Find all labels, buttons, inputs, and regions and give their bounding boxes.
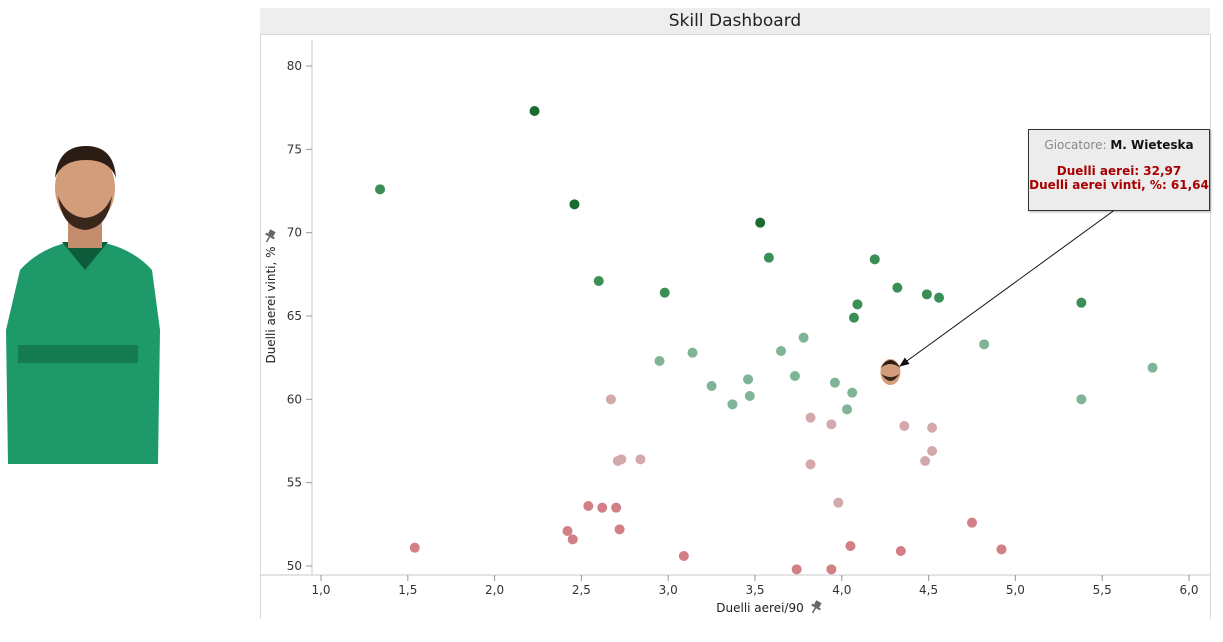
- y-tick-label: 80: [287, 59, 302, 73]
- data-point[interactable]: [678, 551, 689, 561]
- data-point[interactable]: [605, 394, 616, 405]
- data-point[interactable]: [829, 377, 840, 388]
- x-tick-label: 5,5: [1093, 583, 1112, 597]
- dashboard-title: Skill Dashboard: [260, 8, 1210, 35]
- data-point[interactable]: [529, 106, 540, 116]
- player-face: [55, 150, 115, 226]
- data-point[interactable]: [659, 287, 670, 298]
- y-axis-pin-icon[interactable]: [262, 228, 277, 244]
- data-point[interactable]: [920, 456, 931, 466]
- x-tick-label: 5,0: [1006, 583, 1025, 597]
- data-point[interactable]: [763, 252, 774, 263]
- data-point[interactable]: [744, 391, 755, 401]
- data-point[interactable]: [899, 421, 910, 431]
- x-tick-label: 4,0: [832, 583, 851, 597]
- data-point[interactable]: [375, 184, 386, 195]
- data-point[interactable]: [826, 564, 837, 575]
- data-point[interactable]: [616, 454, 627, 465]
- data-point[interactable]: [842, 404, 853, 415]
- data-point[interactable]: [805, 412, 816, 423]
- y-tick-label: 50: [287, 559, 302, 573]
- y-tick-label: 70: [287, 226, 302, 240]
- y-tick-label: 60: [287, 392, 302, 406]
- data-point[interactable]: [805, 459, 816, 470]
- data-point[interactable]: [927, 422, 938, 433]
- data-point[interactable]: [597, 502, 608, 513]
- data-point[interactable]: [687, 347, 698, 358]
- data-point[interactable]: [614, 524, 625, 535]
- frame-right-border: [1210, 34, 1211, 619]
- data-point[interactable]: [847, 387, 858, 398]
- tooltip-player-line: Giocatore: M. Wieteska: [1029, 138, 1209, 152]
- player-beard: [58, 196, 112, 230]
- data-point[interactable]: [727, 399, 738, 410]
- tooltip-duels-won: Duelli aerei vinti, %: 61,64: [1029, 178, 1209, 192]
- data-point[interactable]: [921, 289, 932, 300]
- data-point[interactable]: [593, 276, 604, 286]
- data-point[interactable]: [852, 299, 863, 310]
- data-point[interactable]: [927, 446, 938, 456]
- x-tick-label: 2,5: [572, 583, 591, 597]
- data-point[interactable]: [869, 254, 880, 265]
- player-sponsor-band: [18, 345, 138, 363]
- data-point[interactable]: [706, 381, 717, 391]
- x-axis-pin-icon[interactable]: [808, 599, 823, 615]
- x-tick-label: 4,5: [919, 583, 938, 597]
- data-point[interactable]: [776, 346, 787, 356]
- data-point[interactable]: [892, 282, 903, 293]
- data-point[interactable]: [967, 517, 977, 528]
- data-point[interactable]: [1147, 362, 1158, 373]
- data-point[interactable]: [755, 217, 766, 228]
- data-point[interactable]: [798, 332, 809, 343]
- x-tick-label: 1,5: [398, 583, 417, 597]
- data-point[interactable]: [791, 564, 802, 575]
- y-tick-label: 55: [287, 476, 302, 490]
- data-point[interactable]: [743, 374, 754, 385]
- data-point[interactable]: [833, 497, 844, 508]
- y-axis-label: Duelli aerei vinti, %: [264, 246, 278, 363]
- data-point[interactable]: [789, 371, 800, 381]
- data-point[interactable]: [895, 546, 906, 556]
- player-collar: [62, 242, 108, 270]
- tooltip-player-label: Giocatore:: [1044, 138, 1111, 152]
- data-point[interactable]: [567, 534, 578, 545]
- data-point[interactable]: [611, 502, 622, 513]
- data-point[interactable]: [1076, 297, 1087, 308]
- y-tick-label: 65: [287, 309, 302, 323]
- marker-hair: [880, 360, 901, 368]
- data-point[interactable]: [569, 199, 580, 210]
- marker-beard: [881, 374, 900, 381]
- player-hair: [55, 146, 116, 178]
- data-point[interactable]: [562, 526, 573, 536]
- data-point[interactable]: [996, 544, 1007, 555]
- tooltip-player-name: M. Wieteska: [1110, 138, 1194, 152]
- data-point[interactable]: [1076, 394, 1087, 405]
- data-point[interactable]: [635, 454, 646, 465]
- tooltip-duels: Duelli aerei: 32,97: [1056, 164, 1182, 178]
- data-point[interactable]: [848, 312, 859, 323]
- x-tick-label: 3,5: [745, 583, 764, 597]
- data-point[interactable]: [979, 339, 990, 350]
- data-point[interactable]: [934, 292, 945, 303]
- data-point[interactable]: [845, 541, 856, 551]
- frame-left-border: [260, 34, 261, 619]
- data-point[interactable]: [654, 356, 665, 366]
- tooltip-arrow: [899, 208, 1117, 367]
- x-tick-label: 1,0: [311, 583, 330, 597]
- x-tick-label: 6,0: [1179, 583, 1198, 597]
- player-tooltip: Giocatore: M. Wieteska Duelli aerei: 32,…: [1028, 129, 1210, 211]
- x-tick-label: 2,0: [485, 583, 504, 597]
- highlighted-player-marker[interactable]: [880, 359, 901, 385]
- data-point[interactable]: [826, 419, 837, 430]
- player-photo: [6, 146, 160, 464]
- x-axis-label: Duelli aerei/90: [716, 601, 803, 615]
- y-tick-label: 75: [287, 142, 302, 156]
- data-point[interactable]: [583, 501, 594, 511]
- data-point[interactable]: [409, 542, 420, 553]
- x-tick-label: 3,0: [659, 583, 678, 597]
